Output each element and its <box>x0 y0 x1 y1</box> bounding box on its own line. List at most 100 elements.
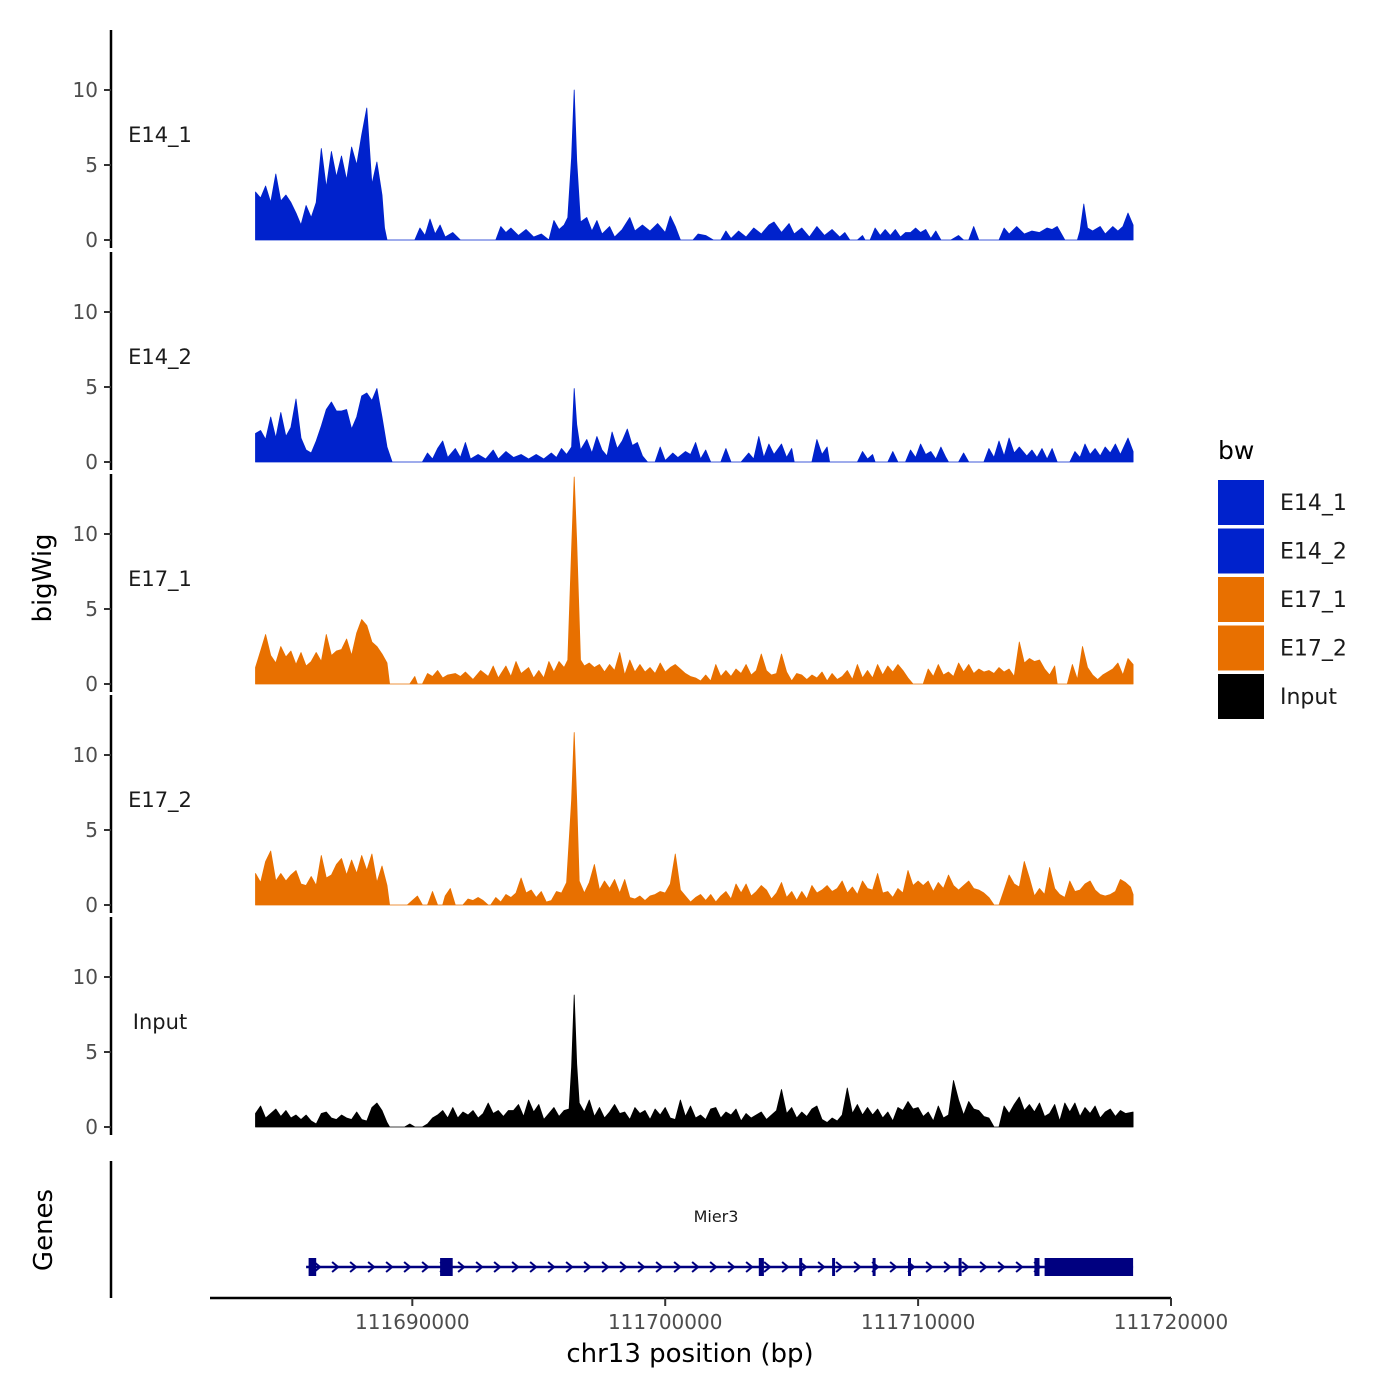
legend-label-E14_1: E14_1 <box>1280 491 1347 516</box>
gene-exon <box>799 1258 803 1276</box>
track-panel-Input: 0 5 10 Input <box>73 917 1134 1139</box>
legend-key-E17_2 <box>1218 625 1264 671</box>
track-label-E17_2: E17_2 <box>128 788 192 813</box>
strand-arrow <box>403 1261 412 1273</box>
y-tick-label: 10 <box>73 78 98 102</box>
y-tick-label: 0 <box>85 893 98 917</box>
strand-arrow <box>565 1261 574 1273</box>
gene-exon <box>908 1258 911 1276</box>
strand-arrow <box>637 1261 646 1273</box>
coverage-area-E14_2 <box>255 388 1134 463</box>
legend-label-E14_2: E14_2 <box>1280 540 1347 565</box>
y-tick-label: 10 <box>73 522 98 546</box>
track-panel-E17_2: 0 5 10 E17_2 <box>73 695 1134 917</box>
strand-arrow <box>331 1261 340 1273</box>
strand-arrow <box>853 1261 862 1273</box>
x-axis-ticks: 111690000 111700000 111710000 111720000 <box>355 1298 1228 1334</box>
coverage-area-E17_2 <box>255 732 1134 906</box>
y-tick-label: 0 <box>85 672 98 696</box>
strand-arrow <box>493 1261 502 1273</box>
gene-exon <box>758 1258 764 1276</box>
genes-axis-title: Genes <box>29 1189 59 1271</box>
y-tick-label: 10 <box>73 300 98 324</box>
strand-arrow <box>547 1261 556 1273</box>
strand-arrow <box>961 1261 970 1273</box>
strand-arrow <box>763 1261 772 1273</box>
track-panel-E14_2: 0 5 10 E14_2 <box>73 252 1134 474</box>
track-panel-E14_1: 0 5 10 E14_1 <box>73 30 1134 252</box>
strand-arrow <box>997 1261 1006 1273</box>
strand-arrow <box>727 1261 736 1273</box>
gene-exon <box>1034 1258 1040 1276</box>
y-tick-label: 10 <box>73 743 98 767</box>
legend-key-E14_1 <box>1218 480 1264 525</box>
strand-arrow <box>421 1261 430 1273</box>
legend-items: E14_1 E14_2 E17_1 E17_2 Input <box>1218 480 1347 719</box>
coverage-area-E14_1 <box>255 89 1134 241</box>
y-tick-label: 0 <box>85 228 98 252</box>
y-tick-label: 5 <box>85 1040 98 1064</box>
strand-arrow <box>1015 1261 1024 1273</box>
y-tick-label: 0 <box>85 1115 98 1139</box>
strand-arrow <box>673 1261 682 1273</box>
strand-arrow <box>979 1261 988 1273</box>
x-tick-label: 111710000 <box>861 1310 976 1334</box>
strand-arrow <box>511 1261 520 1273</box>
x-axis: 111690000 111700000 111710000 111720000 chr… <box>210 1296 1228 1369</box>
gene-exon <box>308 1258 317 1276</box>
track-label-E14_2: E14_2 <box>128 345 192 370</box>
strand-arrow <box>475 1261 484 1273</box>
track-label-E14_1: E14_1 <box>128 123 192 148</box>
x-tick-label: 111720000 <box>1114 1310 1229 1334</box>
legend-key-E14_2 <box>1218 528 1264 574</box>
gene-model <box>306 1258 1134 1276</box>
coverage-area-E17_1 <box>255 476 1134 685</box>
strand-arrow <box>457 1261 466 1273</box>
track-panel-E17_1: 0 5 10 E17_1 <box>73 474 1134 696</box>
track-label-E17_1: E17_1 <box>128 567 192 592</box>
strand-arrow <box>367 1261 376 1273</box>
strand-arrow <box>583 1261 592 1273</box>
strand-arrow <box>925 1261 934 1273</box>
x-tick-label: 111690000 <box>355 1310 470 1334</box>
y-tick-label: 5 <box>85 597 98 621</box>
strand-arrow <box>817 1261 826 1273</box>
x-axis-title: chr13 position (bp) <box>566 1339 813 1369</box>
strand-arrow <box>385 1261 394 1273</box>
gene-name-label: Mier3 <box>694 1207 739 1226</box>
gene-track: Mier3 Genes <box>29 1161 1134 1298</box>
gene-exon <box>958 1258 962 1276</box>
legend-label-Input: Input <box>1280 685 1337 710</box>
legend-key-Input <box>1218 674 1264 719</box>
y-axis-title: bigWig <box>28 533 58 622</box>
strand-arrow <box>619 1261 628 1273</box>
strand-arrow <box>655 1261 664 1273</box>
legend-title: bw <box>1218 436 1254 465</box>
y-tick-label: 5 <box>85 375 98 399</box>
legend-key-E17_1 <box>1218 577 1264 622</box>
coverage-area-Input <box>255 994 1134 1128</box>
y-tick-label: 5 <box>85 153 98 177</box>
strand-arrow <box>601 1261 610 1273</box>
track-panels: 0 5 10 E14_1 0 5 10 E14_2 0 5 10 E17_1 0 5 10 E17_2 0 5 10… <box>73 30 1134 1139</box>
strand-arrow <box>835 1261 844 1273</box>
gene-exon <box>440 1258 453 1276</box>
y-tick-label: 10 <box>73 965 98 989</box>
track-label-Input: Input <box>133 1010 187 1034</box>
strand-arrow <box>349 1261 358 1273</box>
strand-arrow <box>943 1261 952 1273</box>
strand-arrow <box>889 1261 898 1273</box>
strand-arrow <box>781 1261 790 1273</box>
legend-label-E17_2: E17_2 <box>1280 637 1347 662</box>
strand-arrow <box>745 1261 754 1273</box>
strand-arrow <box>529 1261 538 1273</box>
strand-arrow <box>691 1261 700 1273</box>
x-tick-label: 111700000 <box>608 1310 723 1334</box>
gene-exon <box>1044 1258 1134 1276</box>
y-tick-label: 0 <box>85 450 98 474</box>
legend-label-E17_1: E17_1 <box>1280 588 1347 613</box>
strand-arrow <box>709 1261 718 1273</box>
y-tick-label: 5 <box>85 818 98 842</box>
legend: bw E14_1 E14_2 E17_1 E17_2 Input <box>1218 436 1347 719</box>
